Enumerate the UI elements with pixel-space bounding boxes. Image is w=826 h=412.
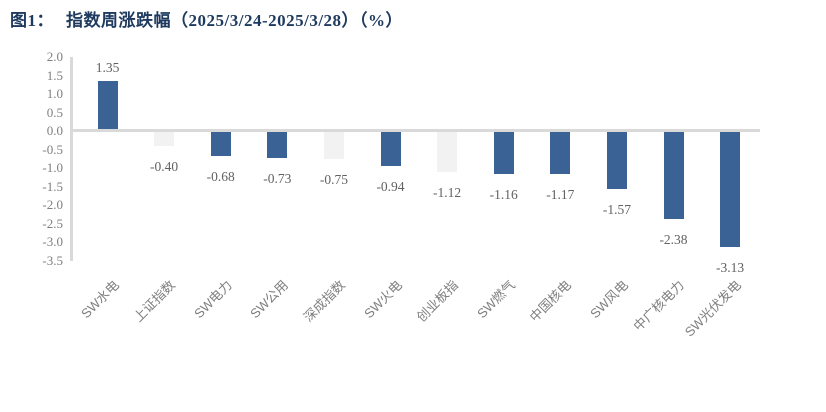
category-label: SW风电 xyxy=(587,277,631,322)
data-label: 1.35 xyxy=(95,60,120,76)
y-axis-tick-label: 2.0 xyxy=(46,49,63,64)
category-label: SW火电 xyxy=(360,277,405,322)
y-axis-tick-label: -1.0 xyxy=(42,160,63,175)
zero-axis-line xyxy=(71,129,760,132)
y-axis-tick-label: -2.0 xyxy=(42,197,63,212)
data-label: -0.94 xyxy=(376,178,405,194)
data-label: -3.13 xyxy=(716,259,745,275)
category-label: SW燃气 xyxy=(473,277,518,322)
y-axis-tick-label: 0.0 xyxy=(46,123,63,138)
y-axis-tick-label: 0.5 xyxy=(46,104,63,120)
data-label: -1.17 xyxy=(546,187,575,203)
chart-title: 图1： 指数周涨跌幅（2025/3/24-2025/3/28）（%） xyxy=(10,6,403,31)
y-axis-tick-label: -2.5 xyxy=(42,215,63,231)
category-label: SW光伏发电 xyxy=(681,277,745,340)
data-label: -0.40 xyxy=(150,158,179,174)
category-label: 创业板指 xyxy=(413,277,462,325)
bar-SW水电 xyxy=(97,81,118,131)
category-label: 深成指数 xyxy=(300,277,348,325)
category-label: SW公用 xyxy=(247,277,292,322)
chart-title-prefix: 图1： xyxy=(10,11,54,30)
y-axis-tick-label: 1.5 xyxy=(46,67,63,83)
category-label: 中国核电 xyxy=(526,277,575,325)
bar-SW电力 xyxy=(210,131,231,157)
data-label: -0.73 xyxy=(263,171,292,186)
bar-SW燃气 xyxy=(493,131,514,174)
data-label: -1.12 xyxy=(433,185,462,201)
bar-中广核电力 xyxy=(663,131,684,220)
chart-title-text: 指数周涨跌幅（2025/3/24-2025/3/28）（%） xyxy=(66,11,404,30)
y-axis-tick-label: -1.5 xyxy=(42,178,63,194)
bar-中国核电 xyxy=(550,131,571,175)
bar-SW风电 xyxy=(606,131,627,190)
bar-创业板指 xyxy=(437,131,458,173)
y-axis-tick-label: -3.0 xyxy=(42,234,63,249)
category-label: 上证指数 xyxy=(130,277,179,325)
y-axis-line xyxy=(70,57,73,261)
category-label: 中广核电力 xyxy=(630,277,688,334)
bar-SW火电 xyxy=(380,131,401,166)
y-axis-tick-label: -3.5 xyxy=(42,252,63,268)
category-label: SW水电 xyxy=(77,277,122,322)
y-axis-tick-label: 1.0 xyxy=(46,86,63,101)
bar-上证指数 xyxy=(154,131,175,146)
data-label: -0.75 xyxy=(319,171,348,187)
data-label: -1.16 xyxy=(489,186,518,202)
bar-SW公用 xyxy=(267,131,288,158)
y-axis-tick-label: -0.5 xyxy=(42,141,63,157)
data-label: -1.57 xyxy=(602,202,631,218)
data-label: -2.38 xyxy=(659,232,688,248)
bar-深成指数 xyxy=(323,131,344,159)
data-label: -0.68 xyxy=(206,169,235,185)
bar-SW光伏发电 xyxy=(720,131,741,247)
category-label: SW电力 xyxy=(190,277,235,322)
